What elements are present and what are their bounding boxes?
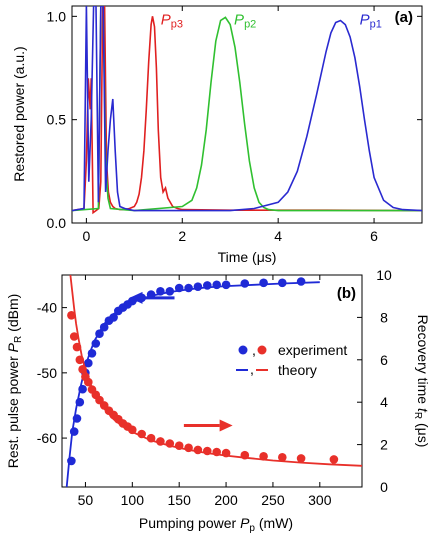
a-y-tick-label: 0.5 xyxy=(47,112,67,128)
b-y2-tick-label: 0 xyxy=(380,479,388,495)
y-label-unit: (dBm) xyxy=(5,294,21,336)
y-label-main: Rest. pulse power xyxy=(5,352,21,468)
arrow-head-right xyxy=(219,419,233,432)
series-line-p1 xyxy=(72,6,422,212)
b-y2-tick-label: 4 xyxy=(380,394,388,410)
b-y2-tick-label: 2 xyxy=(380,437,388,453)
legend-text-theory: theory xyxy=(278,362,317,378)
panel-a-label: (a) xyxy=(395,9,413,26)
b-y-tick-label: -50 xyxy=(37,365,57,381)
x-label-sub: p xyxy=(249,523,255,534)
experiment-point-left xyxy=(193,282,203,292)
experiment-point-right xyxy=(278,453,287,462)
panel-b-ticks: 50 100 150 200 250 300 -60 -50 -40 0 2 4 6 8 10 xyxy=(37,267,392,508)
b-y2-tick-label: 10 xyxy=(376,267,392,283)
series-line-p3 xyxy=(72,6,422,215)
a-x-tick-label: 6 xyxy=(370,228,378,244)
b-y-tick-label: -60 xyxy=(37,430,57,446)
panel-b-label: (b) xyxy=(337,285,356,302)
legend-marker-blue-dot xyxy=(238,345,248,355)
panel-a-plot-frame xyxy=(71,5,423,224)
x-label-var: P xyxy=(240,515,250,531)
theory-curve-left xyxy=(65,281,320,487)
panel-b: 50 100 150 200 250 300 -60 -50 -40 0 2 4 6 8 10 (b) , … xyxy=(5,267,431,534)
a-y-tick-label: 1.0 xyxy=(47,8,67,24)
x-label-unit: (mW) xyxy=(255,515,293,531)
panel-b-y2-axis-label: Recovery time tR (μs) xyxy=(412,315,431,448)
experiment-point-left xyxy=(240,279,250,288)
experiment-point-left xyxy=(221,280,231,290)
legend-separator: , xyxy=(252,342,256,358)
theory-curve-right xyxy=(69,275,362,467)
b-x-tick-label: 250 xyxy=(261,492,285,508)
a-x-tick-label: 4 xyxy=(274,228,282,244)
panel-b-arrows xyxy=(129,291,233,432)
series-label-p3: Pp3 xyxy=(161,12,183,31)
b-x-tick-label: 200 xyxy=(214,492,238,508)
b-x-tick-label: 300 xyxy=(308,492,332,508)
experiment-point-right xyxy=(329,455,339,464)
y2-label-var: t xyxy=(415,408,431,413)
experiment-point-right xyxy=(296,454,306,463)
experiment-point-right xyxy=(69,332,79,341)
panel-a-x-axis-label: Time (μs) xyxy=(218,249,277,265)
legend-entry-theory: , theory xyxy=(236,361,317,378)
experiment-point-left xyxy=(296,277,306,286)
a-y-tick-label: 0.0 xyxy=(47,215,67,231)
panel-a-y-axis-label: Restored power (a.u.) xyxy=(11,46,27,181)
y2-label-sub: R xyxy=(412,412,423,419)
b-y-tick-label: -40 xyxy=(37,300,57,316)
panel-b-x-axis-label: Pumping power Pp (mW) xyxy=(139,515,293,534)
x-label-main: Pumping power xyxy=(139,515,240,531)
b-y2-tick-label: 8 xyxy=(380,309,388,325)
a-x-tick-label: 2 xyxy=(178,228,186,244)
series-label-p2: Pp2 xyxy=(234,12,256,31)
a-x-tick-label: 0 xyxy=(82,228,90,244)
y2-label-main: Recovery time xyxy=(415,315,431,408)
experiment-point-right xyxy=(67,311,76,320)
y2-label-unit: (μs) xyxy=(415,419,431,447)
experiment-point-right xyxy=(259,452,268,461)
legend-marker-red-dot xyxy=(257,345,267,355)
panel-b-plot-frame xyxy=(61,274,363,488)
y-label-var: P xyxy=(5,342,21,352)
panel-b-series xyxy=(65,275,362,487)
legend-separator: , xyxy=(250,361,254,377)
b-y2-tick-label: 6 xyxy=(380,352,388,368)
arrow-head-left xyxy=(129,291,143,304)
experiment-point-left xyxy=(184,283,193,293)
panel-a-ticks: 0 2 4 6 0.0 0.5 1.0 xyxy=(47,6,422,244)
b-x-tick-label: 150 xyxy=(168,492,192,508)
series-label-p1: Pp1 xyxy=(360,12,382,31)
experiment-point-left xyxy=(259,278,268,288)
legend-text-experiment: experiment xyxy=(278,342,347,358)
b-x-tick-label: 100 xyxy=(121,492,145,508)
panel-a: 0 2 4 6 0.0 0.5 1.0 Pp3 Pp2 Pp1 (a) Time (μs) Re… xyxy=(11,5,423,265)
series-line-p2 xyxy=(72,6,422,212)
legend: , experiment , theory xyxy=(236,342,347,378)
b-x-tick-label: 50 xyxy=(78,492,94,508)
panel-a-series: Pp3 Pp2 Pp1 xyxy=(72,6,422,215)
y-label-sub: R xyxy=(13,336,24,343)
panel-b-y-axis-label: Rest. pulse power PR (dBm) xyxy=(5,294,24,469)
legend-entry-experiment: , experiment xyxy=(238,342,347,358)
